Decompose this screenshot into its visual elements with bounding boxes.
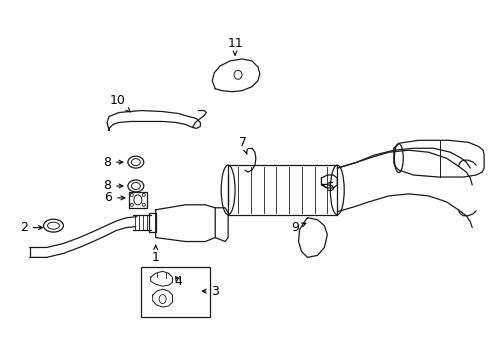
Bar	[141, 267, 210, 317]
Text: 5: 5	[321, 181, 335, 194]
Text: 7: 7	[239, 136, 247, 154]
Text: 8: 8	[103, 179, 122, 193]
Text: 11: 11	[227, 37, 243, 55]
Text: 6: 6	[104, 192, 124, 204]
Text: 2: 2	[20, 221, 42, 234]
Text: 10: 10	[110, 94, 130, 112]
Text: 4: 4	[174, 275, 182, 288]
Text: 8: 8	[103, 156, 122, 168]
Text: 3: 3	[202, 285, 219, 298]
Text: 1: 1	[151, 245, 159, 264]
Text: 9: 9	[291, 221, 305, 234]
